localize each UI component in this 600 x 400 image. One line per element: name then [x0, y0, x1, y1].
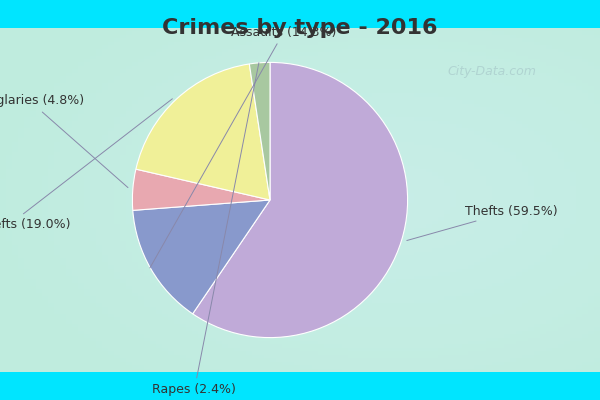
Text: Burglaries (4.8%): Burglaries (4.8%) — [0, 94, 128, 188]
Wedge shape — [193, 62, 407, 338]
Text: Auto thefts (19.0%): Auto thefts (19.0%) — [0, 99, 172, 231]
Text: Thefts (59.5%): Thefts (59.5%) — [407, 204, 558, 240]
Wedge shape — [250, 62, 270, 200]
Text: Rapes (2.4%): Rapes (2.4%) — [152, 63, 259, 396]
Text: Assaults (14.3%): Assaults (14.3%) — [150, 26, 337, 268]
Wedge shape — [133, 200, 270, 314]
Wedge shape — [136, 64, 270, 200]
Wedge shape — [133, 169, 270, 210]
Text: City-Data.com: City-Data.com — [448, 66, 536, 78]
Text: Crimes by type - 2016: Crimes by type - 2016 — [162, 18, 438, 38]
